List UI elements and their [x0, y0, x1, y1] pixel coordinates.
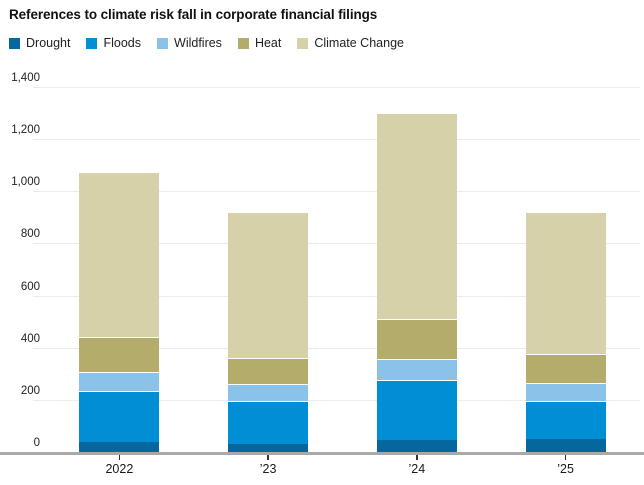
bar-segment-climate-change--23: [228, 212, 309, 359]
bar-segment-climate-change--25: [525, 212, 606, 355]
legend-item-climate-change: Climate Change: [297, 36, 404, 50]
bar-segment-drought--25: [525, 438, 606, 452]
legend-item-drought: Drought: [9, 36, 70, 50]
bar-segment-drought--23: [228, 444, 309, 452]
x-axis-label--25: ’25: [557, 462, 574, 476]
y-axis-label: 200: [20, 384, 40, 397]
gridline-600: [33, 295, 640, 297]
bar-segment-heat--25: [525, 354, 606, 383]
bar-segment-heat--23: [228, 358, 309, 385]
bar-segment-heat--24: [376, 319, 457, 360]
y-axis-label: 1,400: [11, 72, 40, 84]
bar-segment-climate-change-2022: [79, 171, 160, 338]
bar-segment-drought-2022: [79, 441, 160, 452]
x-axis-label--23: ’23: [259, 462, 277, 476]
gridline-800: [33, 243, 640, 245]
x-axis-tick: [564, 454, 567, 460]
gridline-1000: [33, 191, 640, 193]
legend-swatch-heat: [237, 37, 249, 49]
bar-segment-climate-change--24: [376, 113, 457, 320]
bar-segment-floods-2022: [79, 390, 160, 442]
gridline-1200: [33, 139, 640, 141]
y-axis-label: 800: [20, 228, 40, 241]
bar-segment-floods--24: [376, 380, 457, 441]
y-axis-label: 1,000: [11, 176, 40, 189]
x-axis-label--24: ’24: [408, 462, 426, 476]
gridline-400: [33, 347, 640, 349]
y-axis-label: 1,200: [11, 124, 40, 137]
legend-item-wildfires: Wildfires: [157, 36, 222, 50]
bar-segment-wildfires--24: [376, 359, 457, 381]
legend-swatch-drought: [9, 37, 20, 49]
y-axis-label: 400: [20, 332, 40, 345]
y-axis-label: 600: [20, 280, 40, 293]
legend-swatch-climate-change: [297, 37, 309, 49]
legend-swatch-floods: [86, 37, 98, 49]
x-axis-line: [0, 452, 644, 455]
legend-swatch-wildfires: [157, 37, 169, 49]
legend-label: Floods: [103, 36, 142, 50]
chart-legend: Drought Floods Wildfires Heat Climate Change: [9, 36, 404, 50]
gridline-200: [33, 399, 640, 401]
legend-item-floods: Floods: [86, 36, 141, 50]
x-axis-label-2022: 2022: [105, 462, 134, 476]
bar-segment-drought--24: [376, 440, 457, 452]
legend-item-heat: Heat: [237, 36, 282, 50]
legend-label: Wildfires: [174, 36, 222, 50]
bar-segment-wildfires--25: [525, 382, 606, 402]
bar-segment-wildfires-2022: [79, 372, 160, 391]
x-axis-tick: [416, 454, 418, 460]
legend-label: Climate Change: [314, 36, 404, 50]
bar-segment-heat-2022: [79, 337, 160, 373]
gridline-1400: [33, 87, 640, 88]
x-axis-tick: [118, 454, 121, 460]
x-axis-tick: [267, 454, 269, 460]
legend-label: Heat: [254, 36, 282, 50]
bar-segment-floods--25: [525, 401, 606, 439]
y-axis-label: 0: [33, 437, 40, 449]
chart-title: References to climate risk fall in corpo…: [9, 7, 378, 22]
bar-segment-floods--23: [228, 401, 309, 445]
bar-segment-wildfires--23: [228, 384, 309, 402]
legend-label: Drought: [26, 36, 71, 50]
